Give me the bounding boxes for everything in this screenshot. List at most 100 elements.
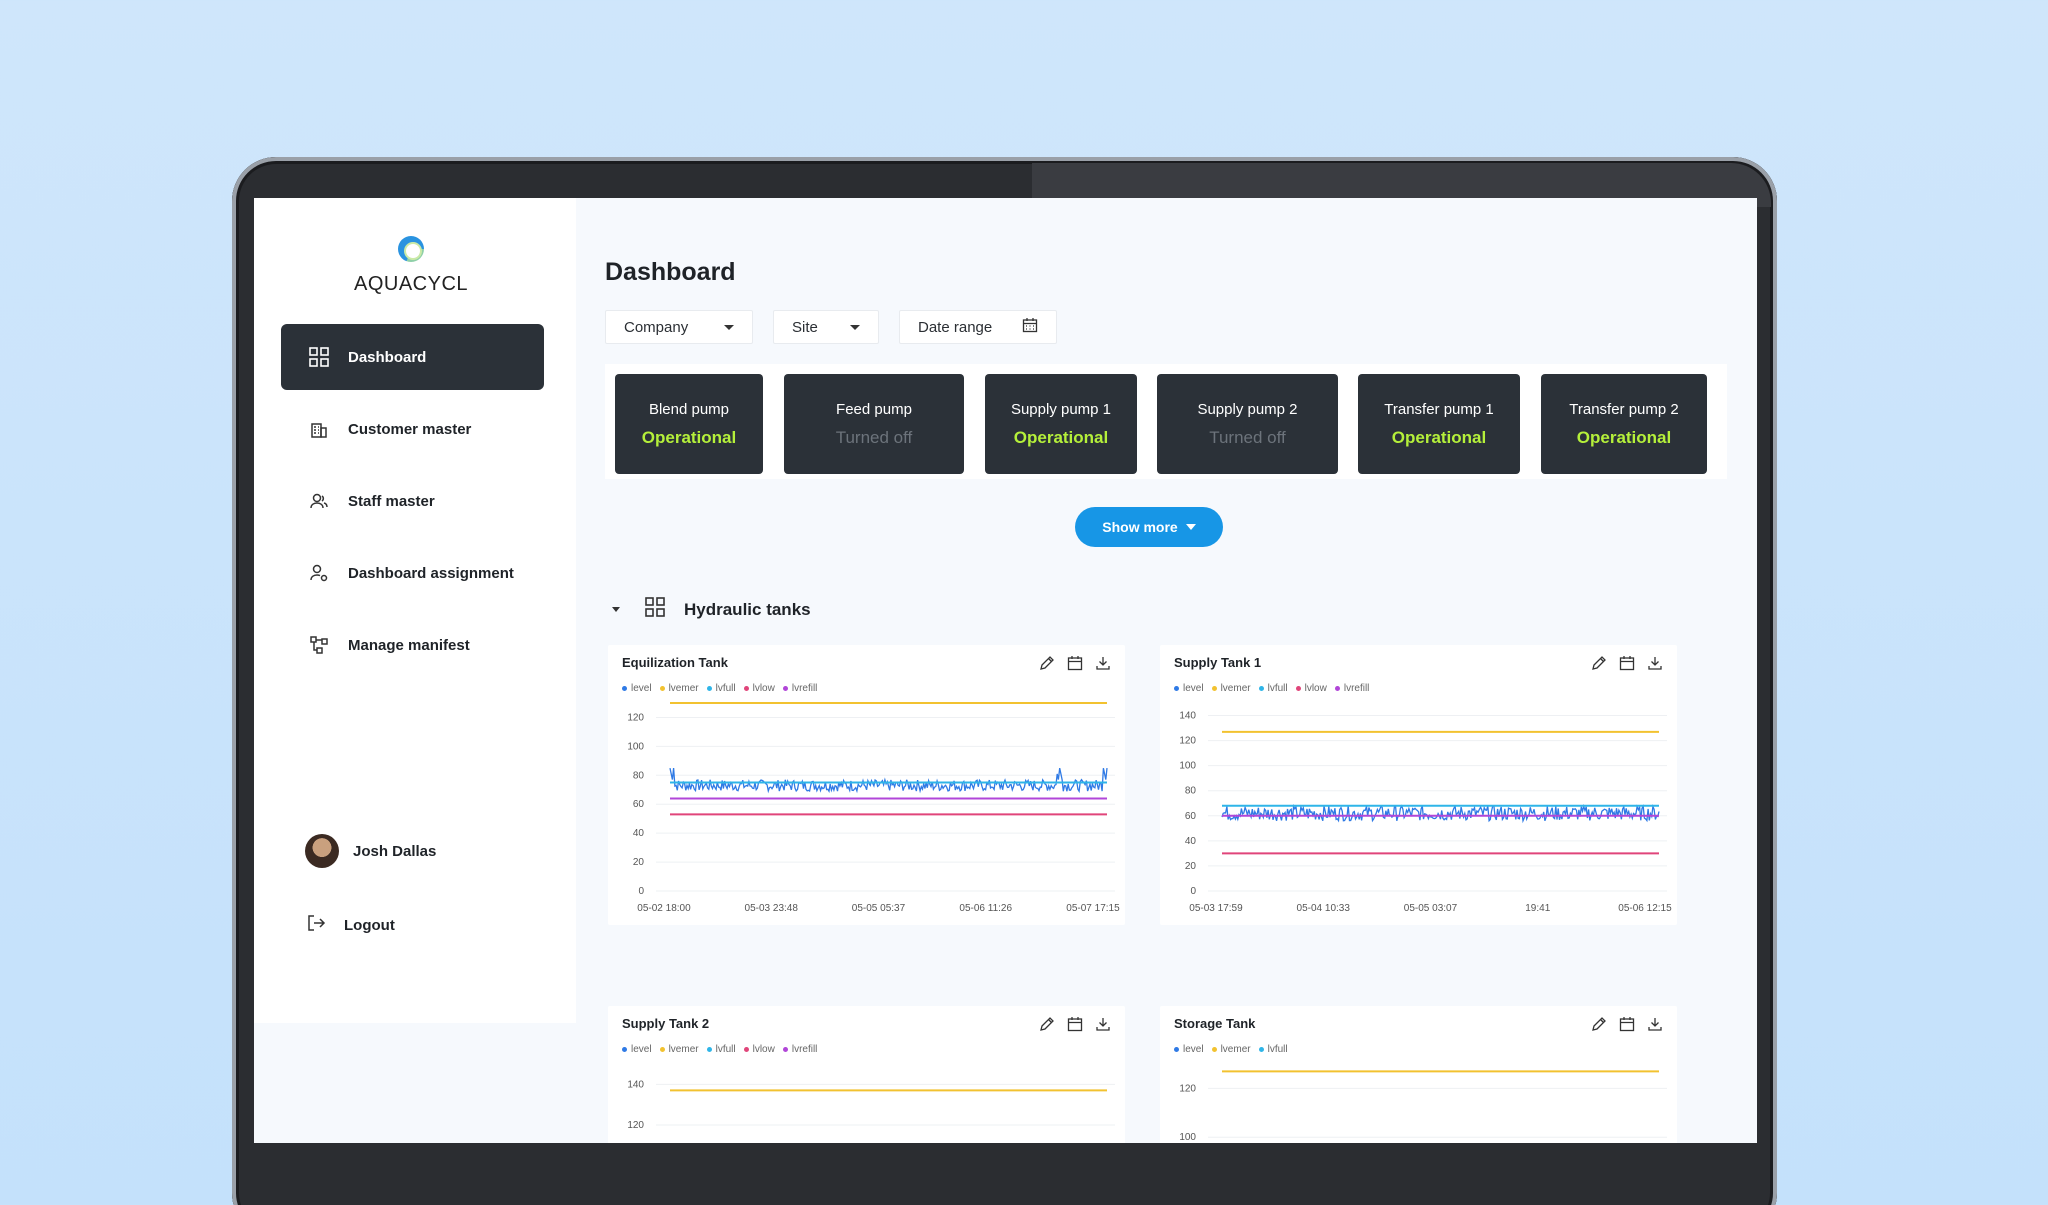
legend-item[interactable]: lvrefill bbox=[782, 683, 818, 694]
show-more-button[interactable]: Show more bbox=[1075, 507, 1223, 547]
download-button[interactable] bbox=[1095, 1016, 1111, 1032]
legend-dot bbox=[782, 1047, 788, 1052]
calendar-icon bbox=[1619, 656, 1635, 671]
edit-button[interactable] bbox=[1591, 1016, 1607, 1032]
logout-button[interactable]: Logout bbox=[306, 913, 395, 937]
chart-title: Supply Tank 1 bbox=[1174, 655, 1262, 670]
app-screen: AQUACYCL Dashboard Custom bbox=[254, 198, 1757, 1143]
download-button[interactable] bbox=[1095, 655, 1111, 671]
calendar-button[interactable] bbox=[1619, 1016, 1635, 1032]
y-tick-label: 0 bbox=[1190, 886, 1196, 897]
y-tick-label: 60 bbox=[1185, 811, 1197, 822]
avatar bbox=[305, 834, 339, 868]
legend-item[interactable]: lvemer bbox=[1211, 683, 1251, 694]
show-more-label: Show more bbox=[1102, 519, 1178, 535]
chart-title: Equilization Tank bbox=[622, 655, 728, 670]
legend-item[interactable]: lvlow bbox=[743, 1044, 775, 1055]
section-header-hydraulic-tanks[interactable]: Hydraulic tanks bbox=[612, 596, 811, 623]
legend-label: lvemer bbox=[1220, 683, 1251, 694]
legend-label: lvrefill bbox=[791, 1044, 818, 1055]
y-tick-label: 20 bbox=[1185, 861, 1197, 872]
sidebar-item-label: Staff master bbox=[348, 492, 435, 510]
legend-label: lvlow bbox=[752, 683, 775, 694]
pump-card-feed[interactable]: Feed pump Turned off bbox=[784, 374, 964, 474]
y-tick-label: 100 bbox=[1179, 761, 1196, 772]
edit-button[interactable] bbox=[1039, 655, 1055, 671]
legend-label: lvfull bbox=[1267, 1044, 1288, 1055]
legend-dot bbox=[1258, 1047, 1264, 1052]
legend-item[interactable]: lvlow bbox=[1295, 683, 1327, 694]
user-settings-icon bbox=[308, 562, 330, 584]
legend-item[interactable]: level bbox=[1174, 1044, 1204, 1055]
x-tick-label: 05-02 18:00 bbox=[637, 903, 691, 914]
legend-item[interactable]: level bbox=[622, 1044, 652, 1055]
pump-card-transfer-1[interactable]: Transfer pump 1 Operational bbox=[1358, 374, 1520, 474]
legend-label: lvrefill bbox=[1343, 683, 1370, 694]
legend-item[interactable]: level bbox=[1174, 683, 1204, 694]
download-button[interactable] bbox=[1647, 1016, 1663, 1032]
x-tick-label: 05-03 23:48 bbox=[745, 903, 799, 914]
legend-item[interactable]: lvrefill bbox=[1334, 683, 1370, 694]
legend-item[interactable]: lvfull bbox=[706, 683, 736, 694]
chart-toolbar bbox=[1027, 655, 1111, 671]
legend-item[interactable]: level bbox=[622, 683, 652, 694]
calendar-button[interactable] bbox=[1067, 655, 1083, 671]
user-profile[interactable]: Josh Dallas bbox=[305, 834, 436, 868]
legend-dot bbox=[1211, 686, 1217, 691]
download-button[interactable] bbox=[1647, 655, 1663, 671]
collapse-toggle-icon[interactable] bbox=[612, 607, 620, 612]
legend-dot bbox=[1174, 1047, 1179, 1052]
date-range-picker[interactable]: Date range bbox=[899, 310, 1057, 344]
y-tick-label: 120 bbox=[627, 1120, 644, 1131]
legend-dot bbox=[622, 1047, 627, 1052]
legend-label: lvrefill bbox=[791, 683, 818, 694]
legend-item[interactable]: lvfull bbox=[706, 1044, 736, 1055]
pump-status: Operational bbox=[641, 427, 737, 447]
pump-card-blend[interactable]: Blend pump Operational bbox=[615, 374, 763, 474]
date-range-label: Date range bbox=[918, 318, 993, 336]
calendar-button[interactable] bbox=[1619, 655, 1635, 671]
x-tick-label: 19:41 bbox=[1525, 903, 1550, 914]
pump-card-supply-2[interactable]: Supply pump 2 Turned off bbox=[1157, 374, 1338, 474]
legend-dot bbox=[743, 686, 749, 691]
legend-label: lvemer bbox=[668, 683, 699, 694]
sidebar: AQUACYCL Dashboard Custom bbox=[254, 198, 576, 1023]
legend-item[interactable]: lvfull bbox=[1258, 1044, 1288, 1055]
chart-toolbar bbox=[1579, 1016, 1663, 1032]
pump-card-supply-1[interactable]: Supply pump 1 Operational bbox=[985, 374, 1137, 474]
pump-card-transfer-2[interactable]: Transfer pump 2 Operational bbox=[1541, 374, 1707, 474]
legend-item[interactable]: lvfull bbox=[1258, 683, 1288, 694]
x-tick-label: 05-07 17:15 bbox=[1066, 903, 1120, 914]
legend-item[interactable]: lvemer bbox=[1211, 1044, 1251, 1055]
company-select[interactable]: Company bbox=[605, 310, 753, 344]
chevron-down-icon bbox=[850, 324, 860, 330]
legend-item[interactable]: lvemer bbox=[659, 1044, 699, 1055]
company-select-label: Company bbox=[624, 318, 689, 336]
pump-name: Blend pump bbox=[648, 400, 730, 418]
sidebar-item-customer-master[interactable]: Customer master bbox=[281, 396, 544, 462]
y-tick-label: 80 bbox=[633, 770, 645, 781]
calendar-icon bbox=[1067, 656, 1083, 671]
sidebar-item-dashboard-assignment[interactable]: Dashboard assignment bbox=[281, 540, 544, 606]
edit-button[interactable] bbox=[1039, 1016, 1055, 1032]
legend-item[interactable]: lvemer bbox=[659, 683, 699, 694]
chart-card-equilization-tank: Equilization Tank level lvemer lvfull lvlow l… bbox=[608, 645, 1125, 925]
edit-icon bbox=[1592, 1017, 1606, 1031]
x-tick-label: 05-06 11:26 bbox=[959, 903, 1012, 914]
logout-label: Logout bbox=[344, 916, 395, 934]
legend-item[interactable]: lvrefill bbox=[782, 1044, 818, 1055]
sidebar-item-dashboard[interactable]: Dashboard bbox=[281, 324, 544, 390]
building-icon bbox=[308, 418, 330, 440]
sidebar-item-manage-manifest[interactable]: Manage manifest bbox=[281, 612, 544, 678]
legend-label: lvfull bbox=[715, 683, 736, 694]
chart-legend: level lvemer lvfull lvlow lvrefill bbox=[622, 683, 825, 694]
edit-button[interactable] bbox=[1591, 655, 1607, 671]
users-icon bbox=[308, 490, 330, 512]
pump-status: Operational bbox=[1576, 427, 1672, 447]
site-select[interactable]: Site bbox=[773, 310, 879, 344]
section-title: Hydraulic tanks bbox=[684, 599, 811, 619]
legend-item[interactable]: lvlow bbox=[743, 683, 775, 694]
calendar-button[interactable] bbox=[1067, 1016, 1083, 1032]
sidebar-item-staff-master[interactable]: Staff master bbox=[281, 468, 544, 534]
main-content: Dashboard Company Site Date range bbox=[576, 198, 1757, 1143]
